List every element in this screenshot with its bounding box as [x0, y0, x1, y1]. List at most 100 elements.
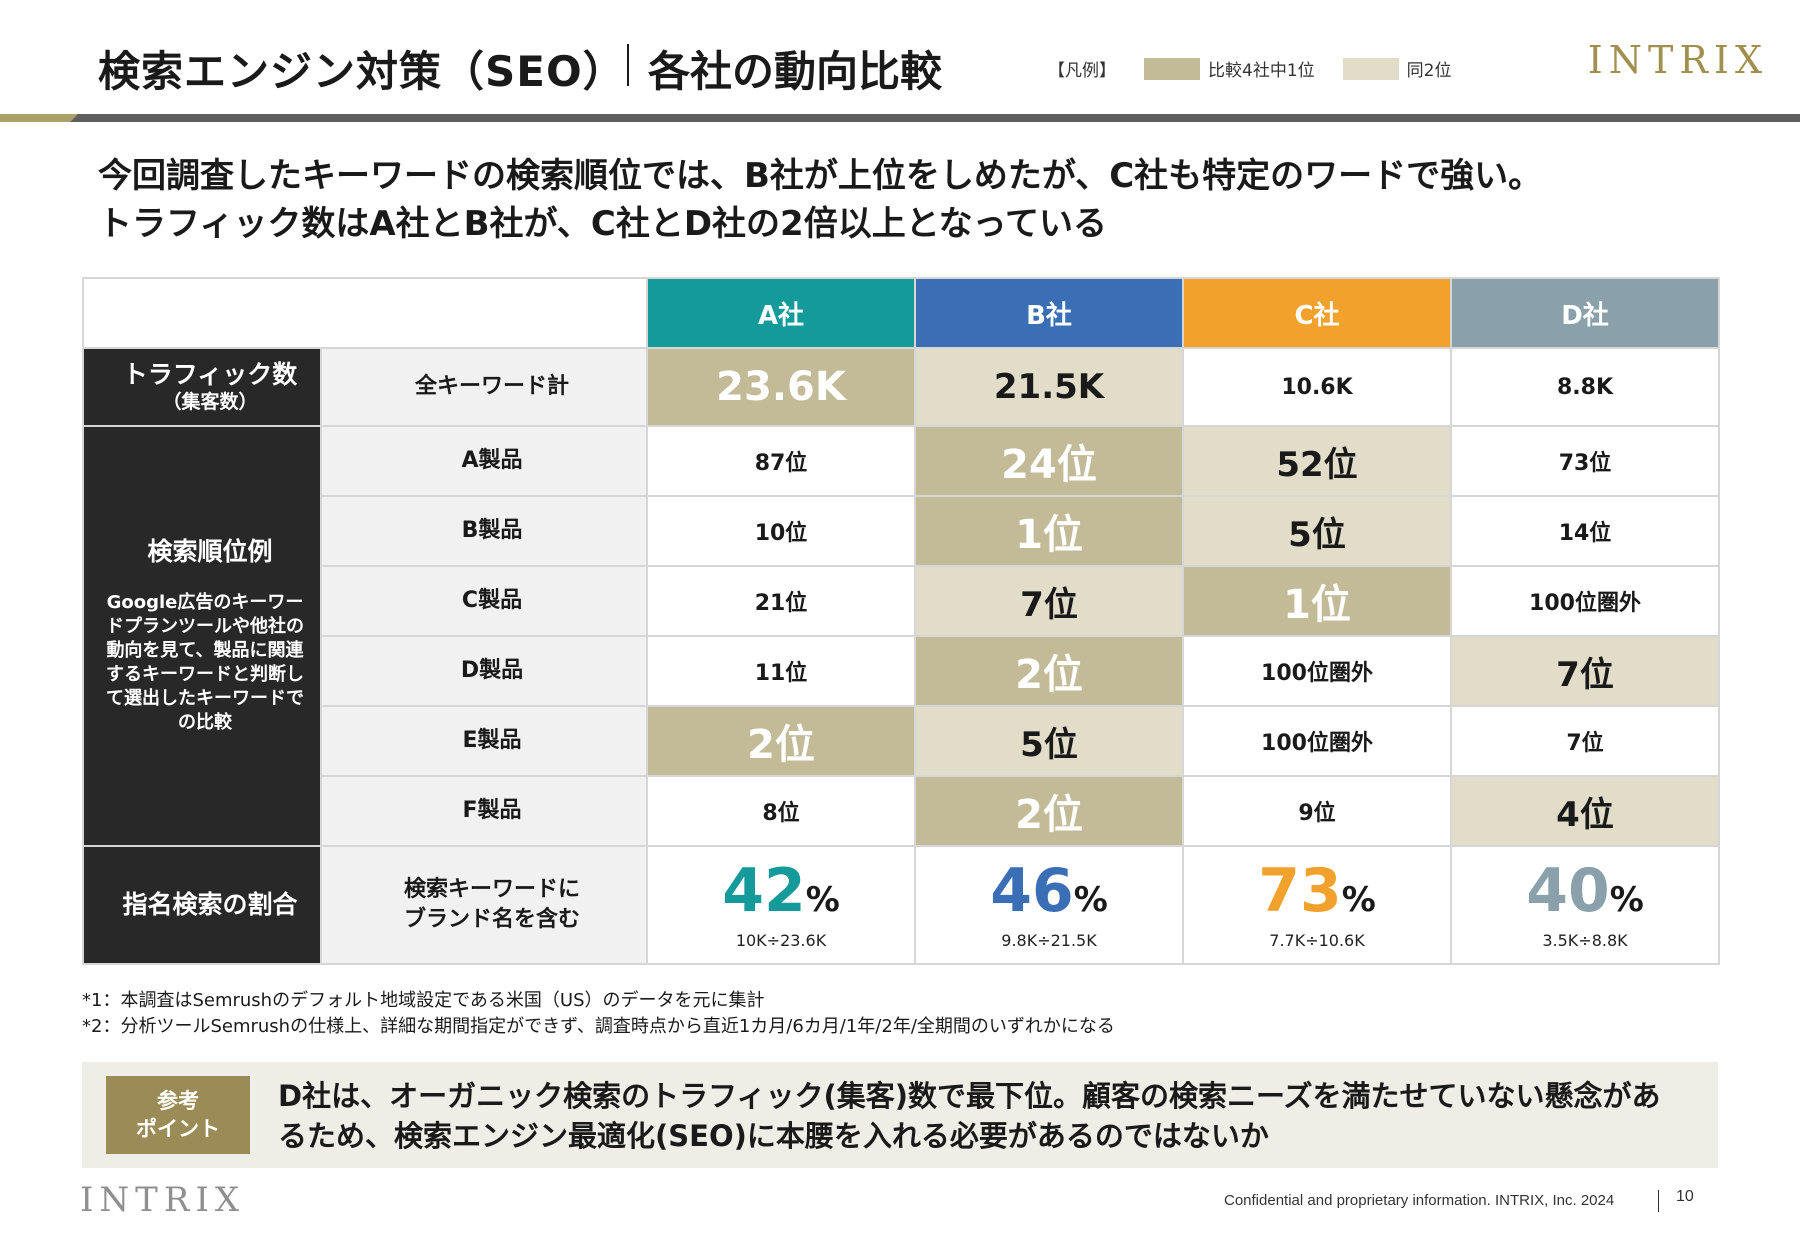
- company-header-c: C社: [1182, 277, 1452, 349]
- rank-value: 7位: [1450, 705, 1720, 777]
- table-row-rank-d: D製品 11位 2位 100位圏外 7位: [83, 635, 1720, 707]
- badge-line-1: 参考: [157, 1089, 199, 1113]
- category-ranking: 検索順位例 Google広告のキーワードプランツールや他社の動向を見て、製品に関…: [82, 425, 322, 847]
- page-number-divider: [1658, 1190, 1659, 1212]
- rank-value: 73位: [1450, 425, 1720, 497]
- reference-point-badge: 参考 ポイント: [106, 1076, 250, 1154]
- brand-share-value-d: 40: [1526, 855, 1610, 926]
- category-brand-share: 指名検索の割合: [82, 845, 322, 965]
- row-label-product: D製品: [320, 635, 648, 707]
- header-accent: [0, 114, 78, 122]
- footer-logo: INTRIX: [80, 1180, 246, 1220]
- brand-share-calc-c: 7.7K÷10.6K: [1269, 930, 1365, 950]
- reference-point-text: D社は、オーガニック検索のトラフィック(集客)数で最下位。顧客の検索ニーズを満た…: [278, 1076, 1661, 1156]
- brand-share-calc-b: 9.8K÷21.5K: [1001, 930, 1097, 950]
- rank-value: 87位: [646, 425, 916, 497]
- rank-value: 1位: [914, 495, 1184, 567]
- rank-value: 10位: [646, 495, 916, 567]
- rank-value: 100位圏外: [1450, 565, 1720, 637]
- confidential-notice: Confidential and proprietary information…: [1224, 1192, 1615, 1209]
- table-row-rank-b: B製品 10位 1位 5位 14位: [83, 495, 1720, 567]
- legend-first-label: 比較4社中1位: [1208, 61, 1315, 81]
- lead-line-1: 今回調査したキーワードの検索順位では、B社が上位をしめたが、C社も特定のワードで…: [98, 156, 1543, 196]
- brand-share-cell-c: 73% 7.7K÷10.6K: [1182, 845, 1452, 965]
- badge-line-2: ポイント: [136, 1117, 220, 1141]
- page-subtitle: 各社の動向比較: [648, 47, 943, 96]
- percent-unit: %: [1341, 879, 1376, 920]
- table-row-rank-a: 検索順位例 Google広告のキーワードプランツールや他社の動向を見て、製品に関…: [82, 425, 1720, 847]
- traffic-value-a: 23.6K: [646, 347, 916, 427]
- row-label-traffic: 全キーワード計: [320, 347, 648, 427]
- rank-value: 5位: [914, 705, 1184, 777]
- brand-share-cell-a: 42% 10K÷23.6K: [646, 845, 916, 965]
- legend-second-label: 同2位: [1406, 61, 1452, 81]
- company-header-b: B社: [914, 277, 1184, 349]
- row-label-product: B製品: [320, 495, 648, 567]
- category-ranking-note: Google広告のキーワードプランツールや他社の動向を見て、製品に関連するキーワ…: [106, 592, 304, 733]
- header-rule: [0, 114, 1800, 122]
- category-traffic: トラフィック数 （集客数）: [82, 347, 322, 427]
- rank-value: 7位: [1450, 635, 1720, 707]
- brand-share-value-c: 73: [1258, 855, 1342, 926]
- rank-value: 8位: [646, 775, 916, 847]
- traffic-value-b: 21.5K: [914, 347, 1184, 427]
- rank-value: 21位: [646, 565, 916, 637]
- percent-unit: %: [1073, 879, 1108, 920]
- brand-share-cell-b: 46% 9.8K÷21.5K: [914, 845, 1184, 965]
- brand-share-cell-d: 40% 3.5K÷8.8K: [1450, 845, 1720, 965]
- rank-value: 100位圏外: [1182, 705, 1452, 777]
- lead-message: 今回調査したキーワードの検索順位では、B社が上位をしめたが、C社も特定のワードで…: [98, 152, 1542, 248]
- category-traffic-title: トラフィック数: [122, 360, 298, 389]
- table-row-rank-c: C製品 21位 7位 1位 100位圏外: [83, 565, 1720, 637]
- rank-value: 14位: [1450, 495, 1720, 567]
- rank-value: 11位: [646, 635, 916, 707]
- row-label-brand-share: 検索キーワードに ブランド名を含む: [320, 845, 648, 965]
- rank-value: 1位: [1182, 565, 1452, 637]
- title-divider: [627, 44, 629, 86]
- comparison-table: A社 B社 C社 D社 トラフィック数 （集客数） 全キーワード計 23.6K …: [82, 277, 1720, 965]
- row-label-product: E製品: [320, 705, 648, 777]
- table-row-brand-share: 指名検索の割合 検索キーワードに ブランド名を含む 42% 10K÷23.6K …: [82, 845, 1720, 965]
- rank-value: 52位: [1182, 425, 1452, 497]
- rank-value: 2位: [914, 775, 1184, 847]
- row-label-product: C製品: [320, 565, 648, 637]
- traffic-value-d: 8.8K: [1450, 347, 1720, 427]
- footnote-2: *2：分析ツールSemrushの仕様上、詳細な期間指定ができず、調査時点から直近…: [82, 1016, 1115, 1037]
- page-number: 10: [1676, 1188, 1694, 1205]
- point-line-2: るため、検索エンジン最適化(SEO)に本腰を入れる必要があるのではないか: [278, 1119, 1269, 1153]
- rank-value: 4位: [1450, 775, 1720, 847]
- reference-point-box: 参考 ポイント D社は、オーガニック検索のトラフィック(集客)数で最下位。顧客の…: [82, 1062, 1718, 1168]
- legend: 【凡例】 比較4社中1位 同2位: [1048, 56, 1451, 81]
- rank-value: 5位: [1182, 495, 1452, 567]
- legend-label: 【凡例】: [1048, 61, 1116, 81]
- percent-unit: %: [805, 879, 840, 920]
- intrix-logo: INTRIX: [1587, 38, 1768, 82]
- table-row-traffic: トラフィック数 （集客数） 全キーワード計 23.6K 21.5K 10.6K …: [82, 347, 1720, 427]
- company-header-d: D社: [1450, 277, 1720, 349]
- category-ranking-title: 検索順位例: [147, 537, 273, 566]
- page-title: 検索エンジン対策（SEO）: [98, 47, 626, 96]
- brand-share-calc-d: 3.5K÷8.8K: [1542, 930, 1628, 950]
- company-header-a: A社: [646, 277, 916, 349]
- category-traffic-sub: （集客数）: [162, 391, 258, 413]
- brand-share-value-b: 46: [990, 855, 1074, 926]
- percent-unit: %: [1609, 879, 1644, 920]
- rank-value: 2位: [914, 635, 1184, 707]
- category-brand-share-title: 指名検索の割合: [122, 890, 298, 919]
- table-row-rank-e: E製品 2位 5位 100位圏外 7位: [83, 705, 1720, 777]
- brand-share-calc-a: 10K÷23.6K: [735, 930, 827, 950]
- traffic-value-c: 10.6K: [1182, 347, 1452, 427]
- legend-swatch-first: [1144, 57, 1200, 80]
- brand-share-value-a: 42: [722, 855, 806, 926]
- brand-share-label-line-1: 検索キーワードに: [403, 877, 580, 902]
- rank-value: 7位: [914, 565, 1184, 637]
- row-label-product: F製品: [320, 775, 648, 847]
- rank-value: 2位: [646, 705, 916, 777]
- lead-line-2: トラフィック数はA社とB社が、C社とD社の2倍以上となっている: [98, 204, 1107, 244]
- table-row-rank-f: F製品 8位 2位 9位 4位: [83, 775, 1720, 847]
- point-line-1: D社は、オーガニック検索のトラフィック(集客)数で最下位。顧客の検索ニーズを満た…: [278, 1079, 1661, 1113]
- brand-share-label-line-2: ブランド名を含む: [403, 907, 580, 932]
- footnotes: *1：本調査はSemrushのデフォルト地域設定である米国（US）のデータを元に…: [82, 988, 1115, 1040]
- rank-value: 9位: [1182, 775, 1452, 847]
- legend-swatch-second: [1342, 57, 1399, 80]
